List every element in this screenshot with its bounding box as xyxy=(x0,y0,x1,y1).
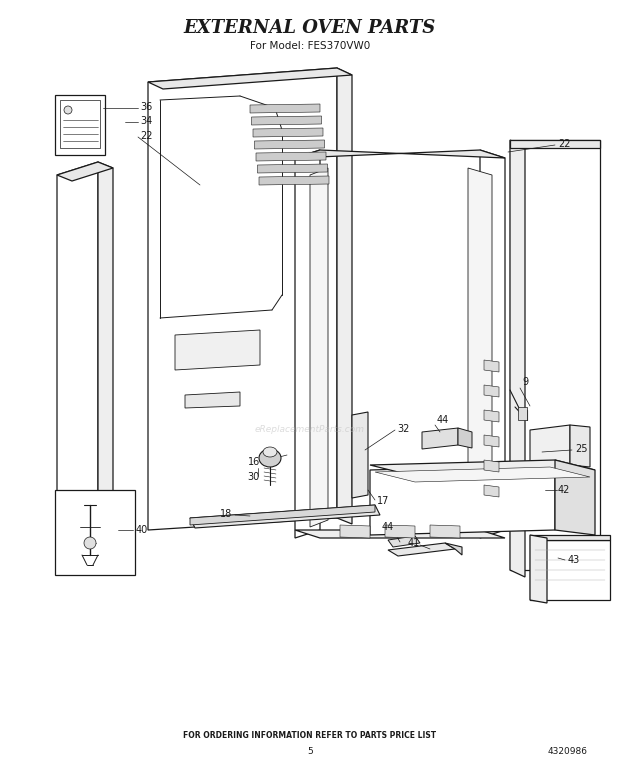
Polygon shape xyxy=(430,525,460,538)
Polygon shape xyxy=(175,330,260,370)
Circle shape xyxy=(64,106,72,114)
Text: 41: 41 xyxy=(408,538,420,548)
Polygon shape xyxy=(510,140,600,570)
Polygon shape xyxy=(510,140,525,577)
Polygon shape xyxy=(468,168,492,527)
Polygon shape xyxy=(98,162,113,566)
Polygon shape xyxy=(530,535,547,603)
Text: 22: 22 xyxy=(140,131,153,141)
Polygon shape xyxy=(55,95,105,155)
Text: 30: 30 xyxy=(247,472,259,482)
Text: eReplacementParts.com: eReplacementParts.com xyxy=(255,425,365,435)
Polygon shape xyxy=(480,150,505,538)
Polygon shape xyxy=(254,140,324,149)
Text: 18: 18 xyxy=(220,509,232,519)
Polygon shape xyxy=(458,428,472,448)
Polygon shape xyxy=(370,460,595,475)
Polygon shape xyxy=(60,100,100,148)
Text: 40: 40 xyxy=(136,525,148,535)
Text: 25: 25 xyxy=(575,444,588,454)
Ellipse shape xyxy=(263,447,277,457)
Polygon shape xyxy=(422,428,458,449)
Polygon shape xyxy=(484,460,499,472)
Polygon shape xyxy=(530,425,570,470)
Polygon shape xyxy=(370,465,555,535)
Text: For Model: FES370VW0: For Model: FES370VW0 xyxy=(250,41,370,51)
Polygon shape xyxy=(385,525,415,538)
Polygon shape xyxy=(388,543,455,556)
Polygon shape xyxy=(484,360,499,372)
Bar xyxy=(518,407,527,420)
Text: 16: 16 xyxy=(248,457,260,467)
Polygon shape xyxy=(352,412,368,498)
Polygon shape xyxy=(484,385,499,397)
Polygon shape xyxy=(257,164,327,173)
Polygon shape xyxy=(57,162,98,570)
Text: 34: 34 xyxy=(140,116,153,126)
Polygon shape xyxy=(295,530,505,538)
Text: 22: 22 xyxy=(558,139,570,149)
Polygon shape xyxy=(190,505,375,525)
Polygon shape xyxy=(510,140,600,148)
Polygon shape xyxy=(256,152,326,161)
Text: 5: 5 xyxy=(307,748,313,756)
Polygon shape xyxy=(295,150,320,538)
Polygon shape xyxy=(148,68,337,530)
Polygon shape xyxy=(445,543,462,555)
Circle shape xyxy=(84,537,96,549)
Polygon shape xyxy=(388,536,420,547)
Polygon shape xyxy=(148,68,352,89)
Polygon shape xyxy=(252,116,322,125)
Text: EXTERNAL OVEN PARTS: EXTERNAL OVEN PARTS xyxy=(184,19,436,37)
Text: 17: 17 xyxy=(377,496,389,506)
Polygon shape xyxy=(57,162,113,181)
Polygon shape xyxy=(55,490,135,575)
Polygon shape xyxy=(530,540,610,600)
Text: 42: 42 xyxy=(558,485,570,495)
Polygon shape xyxy=(185,392,240,408)
Text: 43: 43 xyxy=(568,555,580,565)
Polygon shape xyxy=(555,460,595,535)
Polygon shape xyxy=(337,68,352,524)
Text: 44: 44 xyxy=(437,415,450,425)
Text: 32: 32 xyxy=(397,424,409,434)
Text: FOR ORDERING INFORMATION REFER TO PARTS PRICE LIST: FOR ORDERING INFORMATION REFER TO PARTS … xyxy=(184,731,436,741)
Polygon shape xyxy=(295,150,505,158)
Polygon shape xyxy=(484,485,499,497)
Polygon shape xyxy=(310,168,328,527)
Polygon shape xyxy=(253,128,323,137)
Polygon shape xyxy=(259,176,329,185)
Polygon shape xyxy=(530,535,610,540)
Polygon shape xyxy=(570,425,590,467)
Text: 9: 9 xyxy=(522,377,528,387)
Polygon shape xyxy=(484,435,499,447)
Polygon shape xyxy=(340,525,370,538)
Text: 44: 44 xyxy=(382,522,394,532)
Polygon shape xyxy=(375,467,590,482)
Text: 36: 36 xyxy=(140,102,153,112)
Text: 4320986: 4320986 xyxy=(548,748,588,756)
Polygon shape xyxy=(190,505,380,528)
Ellipse shape xyxy=(259,449,281,467)
Polygon shape xyxy=(250,104,320,113)
Polygon shape xyxy=(484,410,499,422)
